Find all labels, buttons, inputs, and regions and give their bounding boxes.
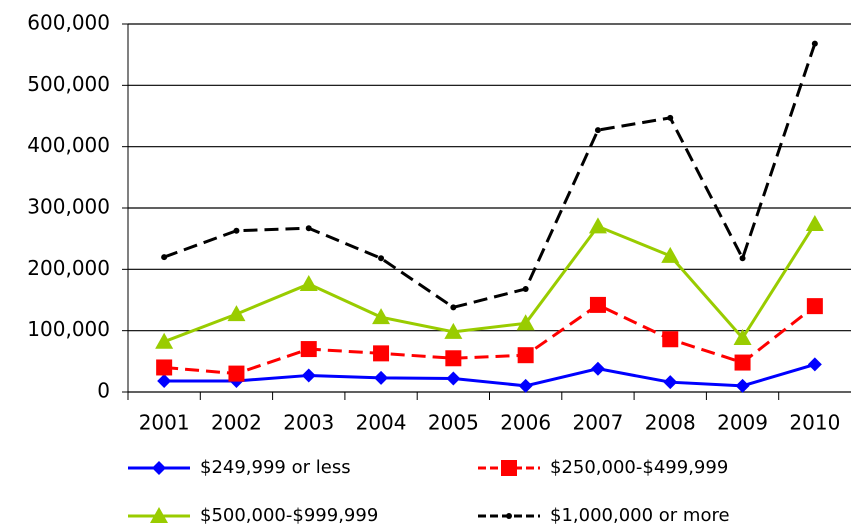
y-tick-label: 400,000 <box>27 133 110 157</box>
x-tick-label: 2010 <box>789 411 840 435</box>
data-point <box>227 305 246 322</box>
x-tick-label: 2001 <box>139 411 190 435</box>
x-tick-label: 2008 <box>645 411 696 435</box>
data-point <box>667 114 674 121</box>
data-point <box>661 246 680 263</box>
data-point <box>735 378 750 393</box>
x-tick-label: 2005 <box>428 411 479 435</box>
data-point <box>444 322 463 339</box>
data-point <box>445 350 462 367</box>
x-tick-label: 2006 <box>500 411 551 435</box>
data-point <box>589 296 606 313</box>
data-point <box>522 285 529 292</box>
y-tick-label: 500,000 <box>27 72 110 96</box>
data-point <box>806 298 823 315</box>
data-point <box>516 314 535 331</box>
data-point <box>733 329 752 346</box>
data-point <box>662 331 679 348</box>
data-point <box>446 371 461 386</box>
data-point <box>739 255 746 262</box>
legend-marker <box>152 461 166 475</box>
data-point <box>450 304 457 311</box>
x-tick-label: 2002 <box>211 411 262 435</box>
series-line <box>164 303 816 376</box>
legend-label: $1,000,000 or more <box>550 505 730 526</box>
legend-label: $249,999 or less <box>200 457 351 478</box>
data-point <box>807 357 822 372</box>
data-point <box>663 375 678 390</box>
data-point <box>811 40 818 47</box>
data-point <box>517 347 534 364</box>
data-point <box>378 255 385 262</box>
data-point <box>734 354 751 371</box>
y-tick-label: 200,000 <box>27 256 110 280</box>
data-point <box>372 308 391 325</box>
series-line <box>164 362 816 388</box>
data-point <box>299 275 318 292</box>
data-point <box>590 361 605 376</box>
legend-marker <box>501 460 517 476</box>
data-point <box>155 332 174 349</box>
y-tick-label: 300,000 <box>27 195 110 219</box>
x-tick-label: 2007 <box>572 411 623 435</box>
x-tick-label: 2003 <box>283 411 334 435</box>
data-point <box>157 373 172 388</box>
x-tick-label: 2009 <box>717 411 768 435</box>
y-tick-label: 100,000 <box>27 317 110 341</box>
x-tick-label: 2004 <box>356 411 407 435</box>
data-point <box>374 370 389 385</box>
data-point <box>305 225 312 232</box>
y-tick-label: 0 <box>97 379 110 403</box>
data-point <box>156 359 173 376</box>
legend-marker <box>150 507 168 523</box>
data-point <box>518 378 533 393</box>
series-line <box>163 223 817 344</box>
legend-label: $500,000-$999,999 <box>200 505 378 526</box>
data-point <box>588 217 607 234</box>
data-point <box>594 127 601 134</box>
data-point <box>228 365 245 382</box>
data-point <box>805 214 824 231</box>
legend-marker <box>506 513 512 519</box>
data-point <box>300 341 317 358</box>
legend-label: $250,000-$499,999 <box>550 457 728 478</box>
series-line <box>163 43 817 309</box>
y-tick-label: 600,000 <box>27 11 110 35</box>
data-point <box>161 254 168 261</box>
data-point <box>373 345 390 362</box>
data-point <box>233 227 240 234</box>
data-point <box>301 368 316 383</box>
